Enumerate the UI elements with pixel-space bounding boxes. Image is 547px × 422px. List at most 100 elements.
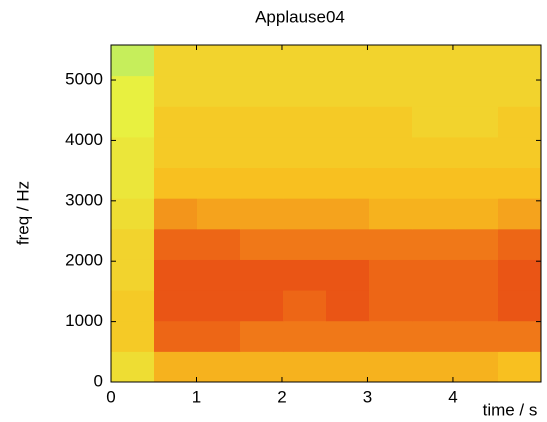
heatmap-cell bbox=[240, 259, 284, 291]
heatmap-cell bbox=[240, 167, 284, 199]
y-tick-label: 1000 bbox=[65, 311, 103, 330]
heatmap-cell bbox=[326, 45, 370, 77]
heatmap-cell bbox=[455, 106, 499, 138]
heatmap-cell bbox=[412, 45, 456, 77]
heatmap-cell bbox=[111, 136, 155, 169]
y-tick-label: 0 bbox=[94, 371, 103, 390]
heatmap-cell bbox=[498, 351, 542, 383]
heatmap-cell bbox=[498, 136, 542, 169]
heatmap-cell bbox=[154, 45, 198, 77]
heatmap-cell bbox=[197, 167, 241, 199]
x-tick-label: 3 bbox=[363, 387, 372, 406]
heatmap-cell bbox=[283, 75, 327, 107]
heatmap-cell bbox=[240, 228, 284, 260]
x-tick-label: 4 bbox=[448, 387, 457, 406]
heatmap-cell bbox=[412, 106, 456, 138]
heatmap-cell bbox=[283, 136, 327, 169]
heatmap-cell bbox=[326, 259, 370, 291]
heatmap-cell bbox=[326, 75, 370, 107]
heatmap-cell bbox=[412, 75, 456, 107]
heatmap-cell bbox=[111, 290, 155, 322]
heatmap-cell bbox=[455, 45, 499, 77]
heatmap-cell bbox=[412, 259, 456, 291]
heatmap-cell bbox=[154, 259, 198, 291]
heatmap-cell bbox=[412, 228, 456, 260]
heatmap-cell bbox=[369, 106, 413, 138]
heatmap-cell bbox=[498, 198, 542, 230]
heatmap-cell bbox=[326, 106, 370, 138]
heatmap-cell bbox=[111, 320, 155, 352]
heatmap-cell bbox=[154, 167, 198, 199]
heatmap-cell bbox=[111, 106, 155, 138]
x-tick-label: 2 bbox=[277, 387, 286, 406]
heatmap-cell bbox=[111, 75, 155, 107]
heatmap-cell bbox=[369, 320, 413, 352]
y-axis-label: freq / Hz bbox=[13, 181, 32, 245]
heatmap-cell bbox=[326, 136, 370, 169]
heatmap-cell bbox=[197, 198, 241, 230]
heatmap-cell bbox=[455, 290, 499, 322]
heatmap-cell bbox=[283, 198, 327, 230]
heatmap-cell bbox=[326, 290, 370, 322]
heatmap-cell bbox=[412, 167, 456, 199]
heatmap-cell bbox=[240, 290, 284, 322]
heatmap-cell bbox=[326, 228, 370, 260]
heatmap-cell bbox=[240, 136, 284, 169]
heatmap-cell bbox=[154, 106, 198, 138]
heatmap-cell bbox=[412, 320, 456, 352]
heatmap-cell bbox=[240, 320, 284, 352]
heatmap-cell bbox=[326, 320, 370, 352]
heatmap-cell bbox=[498, 228, 542, 260]
heatmap-cell bbox=[412, 351, 456, 383]
heatmap-cell bbox=[455, 75, 499, 107]
heatmap-cell bbox=[369, 198, 413, 230]
heatmap-cell bbox=[283, 106, 327, 138]
heatmap-cell bbox=[154, 136, 198, 169]
heatmap-cell bbox=[240, 198, 284, 230]
heatmap-cell bbox=[498, 167, 542, 199]
heatmap-cell bbox=[498, 320, 542, 352]
heatmap-cell bbox=[197, 75, 241, 107]
heatmap-cell bbox=[111, 351, 155, 383]
heatmap-cell bbox=[197, 351, 241, 383]
heatmap-cell bbox=[283, 290, 327, 322]
heatmap-cell bbox=[240, 351, 284, 383]
heatmap-cell bbox=[111, 228, 155, 260]
heatmap-cell bbox=[369, 290, 413, 322]
heatmap-cell bbox=[240, 106, 284, 138]
heatmap-cell bbox=[154, 75, 198, 107]
heatmap-cell bbox=[498, 75, 542, 107]
heatmap-cell bbox=[154, 228, 198, 260]
heatmap-cell bbox=[283, 259, 327, 291]
y-tick-label: 4000 bbox=[65, 130, 103, 149]
heatmap-cell bbox=[240, 75, 284, 107]
heatmap-cell bbox=[240, 45, 284, 77]
heatmap-cell bbox=[369, 136, 413, 169]
y-tick-label: 5000 bbox=[65, 70, 103, 89]
heatmap-cell bbox=[197, 106, 241, 138]
heatmap-cell bbox=[455, 136, 499, 169]
heatmap-cell bbox=[326, 351, 370, 383]
heatmap-cell bbox=[455, 259, 499, 291]
heatmap-cell bbox=[197, 45, 241, 77]
heatmap-cell bbox=[412, 198, 456, 230]
chart-title: Applause04 bbox=[255, 7, 345, 26]
heatmap-cell bbox=[498, 106, 542, 138]
heatmap-cell bbox=[154, 351, 198, 383]
x-tick-label: 0 bbox=[106, 387, 115, 406]
heatmap-cell bbox=[283, 167, 327, 199]
heatmap-cell bbox=[412, 290, 456, 322]
heatmap-cell bbox=[369, 228, 413, 260]
heatmap-cell bbox=[283, 320, 327, 352]
heatmap-cell bbox=[111, 167, 155, 199]
heatmap-cell bbox=[154, 320, 198, 352]
x-tick-label: 1 bbox=[192, 387, 201, 406]
heatmap-cell bbox=[154, 198, 198, 230]
plot-frame bbox=[110, 44, 542, 383]
heatmap-cell bbox=[455, 320, 499, 352]
x-axis-label: time / s bbox=[483, 400, 538, 419]
heatmap-cell bbox=[369, 45, 413, 77]
heatmap-cell bbox=[455, 198, 499, 230]
heatmap-cell bbox=[455, 228, 499, 260]
